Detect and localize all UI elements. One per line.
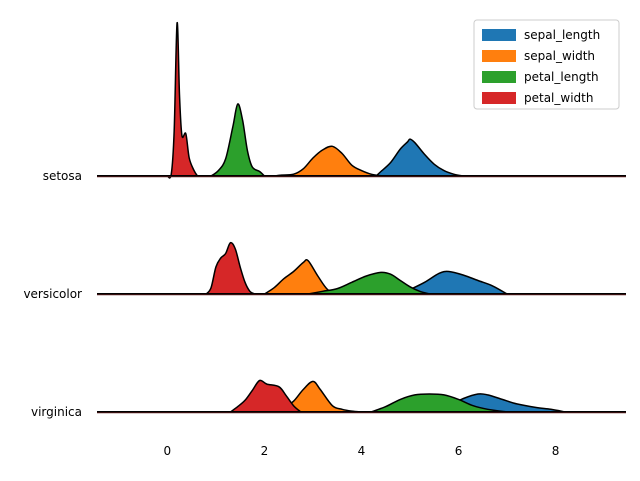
density-virginica-petal_width bbox=[229, 379, 302, 413]
category-label-virginica: virginica bbox=[31, 405, 82, 419]
legend-swatch-petal_length bbox=[482, 71, 516, 83]
density-setosa-sepal_width bbox=[273, 145, 385, 177]
legend-label-petal_width: petal_width bbox=[524, 91, 593, 105]
legend-label-petal_length: petal_length bbox=[524, 70, 599, 84]
ridge-versicolor bbox=[97, 241, 626, 296]
density-versicolor-petal_width bbox=[205, 241, 256, 295]
density-setosa-petal_width bbox=[166, 22, 199, 179]
density-versicolor-sepal_length bbox=[399, 270, 508, 295]
x-tick-label: 0 bbox=[164, 444, 172, 458]
legend-swatch-sepal_length bbox=[482, 29, 516, 41]
density-versicolor-petal_length bbox=[307, 271, 431, 295]
density-versicolor-sepal_width bbox=[263, 259, 338, 295]
legend-frame bbox=[473, 19, 620, 110]
legend-swatch-sepal_width bbox=[482, 50, 516, 62]
density-virginica-petal_length bbox=[370, 393, 508, 413]
x-axis: 0 2 4 6 8 bbox=[164, 444, 560, 458]
legend-label-sepal_width: sepal_width bbox=[524, 49, 595, 63]
category-label-setosa: setosa bbox=[43, 169, 82, 183]
density-setosa-petal_length bbox=[210, 103, 266, 177]
legend-label-sepal_length: sepal_length bbox=[524, 28, 600, 42]
x-tick-label: 4 bbox=[358, 444, 366, 458]
legend: sepal_length sepal_width petal_lengthpetal… bbox=[473, 19, 620, 110]
ridge-setosa bbox=[97, 22, 626, 179]
density-setosa-sepal_length bbox=[375, 138, 465, 177]
ridge-virginica bbox=[97, 379, 626, 414]
ridges-layer bbox=[97, 22, 626, 414]
category-label-versicolor: versicolor bbox=[23, 287, 82, 301]
y-tick-labels: setosa versicolor virginica bbox=[23, 169, 82, 419]
x-tick-label: 6 bbox=[455, 444, 463, 458]
x-tick-label: 8 bbox=[552, 444, 560, 458]
x-tick-label: 2 bbox=[261, 444, 269, 458]
legend-swatch-petal_width bbox=[482, 92, 516, 104]
